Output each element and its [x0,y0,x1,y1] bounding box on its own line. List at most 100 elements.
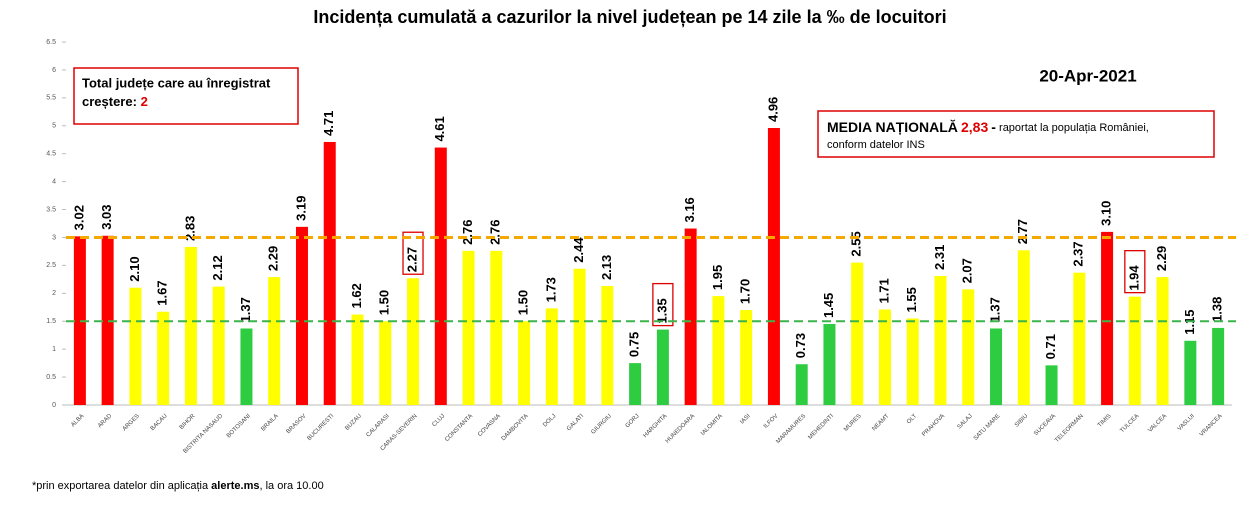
x-tick-label: MARAMURES [775,413,807,445]
bar [545,308,558,405]
x-tick-label: COVASNA [477,413,502,438]
value-label: 1.70 [738,279,753,304]
bar [351,314,364,405]
bar [740,310,753,405]
y-tick-label: 3 [52,234,56,241]
value-label: 2.44 [571,237,586,263]
bar [379,321,392,405]
bar [990,328,1003,405]
y-tick-label: 0 [52,402,56,409]
increase-text: Total județe care au înregistrat [82,75,271,90]
x-tick-label: IALOMITA [700,413,724,437]
value-label: 1.67 [155,280,170,305]
x-tick-label: BRAILA [260,413,279,432]
x-tick-label: DOLJ [542,413,557,428]
x-tick-label: SALAJ [957,413,974,430]
bar [407,278,420,405]
bar [73,236,86,405]
value-label: 1.73 [543,277,558,302]
x-tick-label: HUNEDOARA [665,413,696,444]
value-label: 2.27 [404,247,419,272]
value-label: 2.83 [182,216,197,241]
value-label: 2.10 [127,256,142,281]
value-label: 1.55 [904,287,919,312]
national-box [817,110,1215,158]
bar [490,250,503,405]
x-tick-label: TELEORMAN [1054,413,1085,444]
bar [434,147,447,405]
x-tick-label: ALBA [70,413,85,428]
label-highlight [402,231,424,275]
x-tick-label: GALATI [566,413,585,432]
bar [1156,277,1169,405]
value-label: 1.37 [238,297,253,322]
x-tick-label: DAMBOVITA [501,413,530,442]
bar [823,324,836,405]
national-text: MEDIA NAȚIONALĂ 2,83 - raportat la popul… [827,119,1149,135]
value-label: 0.75 [627,332,642,357]
value-label: 0.73 [793,333,808,358]
value-label: 0.71 [1043,334,1058,359]
bar [601,286,614,405]
x-tick-label: BRASOV [286,413,308,435]
bar [212,286,225,405]
bar [295,226,308,405]
x-tick-label: GORJ [625,413,641,429]
value-label: 2.55 [849,231,864,256]
national-note: conform datelor INS [827,139,925,151]
bar [1128,296,1141,405]
bar [906,318,919,405]
national-note: raportat la populația României, [999,122,1149,134]
x-tick-label: TIMIS [1097,413,1113,429]
bar [934,275,947,405]
value-label: 2.12 [210,255,225,280]
bar [268,277,281,405]
x-tick-label: BUZAU [344,413,363,432]
x-tick-label: MURES [843,413,863,433]
national-dash: - [991,119,996,135]
increase-box [73,67,299,125]
bar [1073,272,1086,405]
x-tick-label: BUCURESTI [307,413,336,442]
x-tick-label: ARGES [122,413,141,432]
x-tick-label: CALARASI [366,413,391,438]
bar [101,235,114,405]
x-tick-label: BACAU [150,413,169,432]
x-tick-label: ILFOV [763,413,780,430]
bar [1045,365,1058,405]
bar [573,268,586,405]
national-label: MEDIA NAȚIONALĂ [827,119,958,135]
bar [684,228,697,405]
bar [656,329,669,405]
x-tick-label: VALCEA [1147,413,1168,434]
value-label: 3.02 [71,205,86,230]
value-label: 1.62 [349,283,364,308]
value-label: 1.50 [516,290,531,315]
bar [129,287,142,405]
value-label: 2.76 [488,220,503,245]
bar [767,128,780,405]
bar [157,311,170,405]
increase-label: creștere: [82,94,137,109]
y-tick-label: 2 [52,290,56,297]
value-label: 2.31 [932,245,947,270]
x-tick-label: CONSTANTA [444,413,474,443]
value-label: 2.77 [1015,219,1030,244]
y-tick-label: 4 [52,178,56,185]
value-label: 4.61 [432,116,447,141]
footnote: *prin exportarea datelor din aplicația a… [32,480,324,492]
footnote-text: *prin exportarea datelor din aplicația [32,480,209,492]
x-tick-label: CLUJ [431,413,446,428]
x-tick-label: TULCEA [1119,413,1140,434]
x-tick-label: BIHOR [179,413,197,431]
chart-title: Incidența cumulată a cazurilor la nivel … [313,7,946,27]
bar [184,246,197,405]
value-label: 1.94 [1126,265,1141,291]
y-tick-label: 6.5 [46,39,56,46]
value-label: 1.37 [987,297,1002,322]
value-label: 2.07 [960,258,975,283]
value-label: 3.19 [293,196,308,221]
value-label: 2.29 [1154,246,1169,271]
value-label: 3.16 [682,197,697,222]
